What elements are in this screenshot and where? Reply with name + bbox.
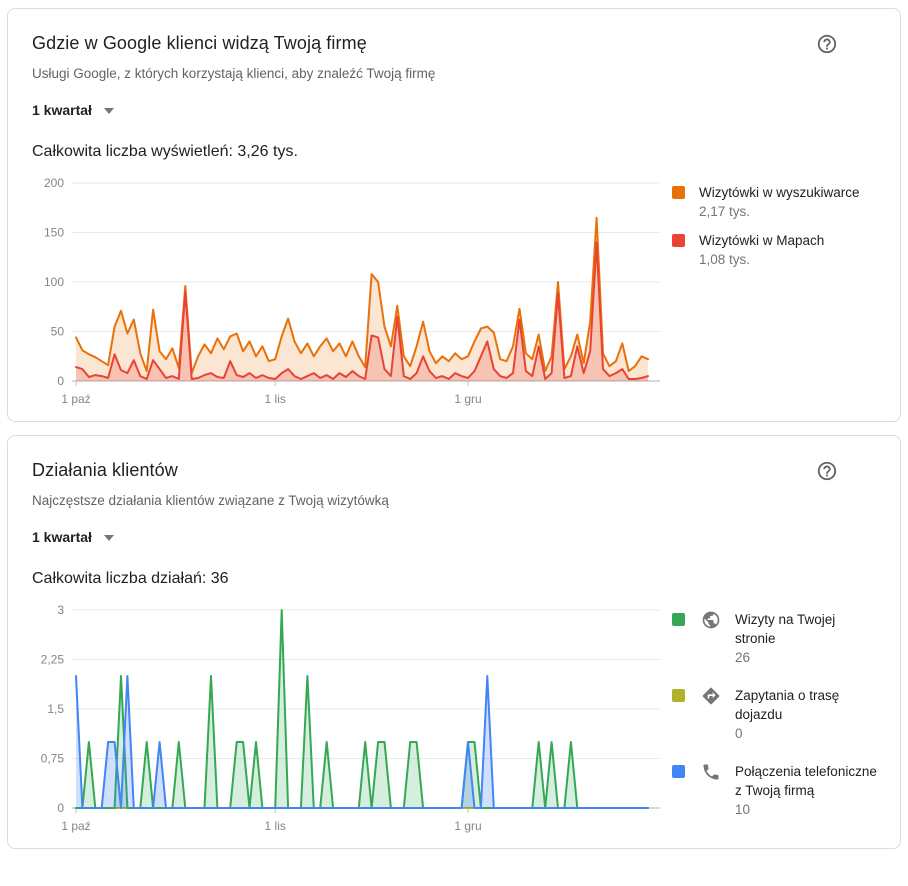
legend-item-maps: Wizytówki w Mapach 1,08 tys. xyxy=(672,231,878,269)
legend-label-website: Wizyty na Twojej stronie xyxy=(735,612,836,646)
actions-chart[interactable]: 0 0,75 1,5 2,25 3 1 paź 1 lis 1 gru xyxy=(32,596,672,838)
impressions-chart-row: 0 50 100 150 200 1 paź 1 lis 1 gru Wizytówki w … xyxy=(32,169,876,411)
total-impressions-label: Całkowita liczba wyświetleń: 3,26 tys. xyxy=(32,143,298,160)
svg-text:1,5: 1,5 xyxy=(47,702,64,716)
impressions-chart[interactable]: 0 50 100 150 200 1 paź 1 lis 1 gru xyxy=(32,169,672,411)
svg-text:3: 3 xyxy=(57,603,64,617)
legend-label-directions: Zapytania o trasę dojazdu xyxy=(735,688,840,722)
svg-text:1 paź: 1 paź xyxy=(61,392,90,406)
legend-value-directions: 0 xyxy=(735,726,743,741)
globe-icon xyxy=(701,610,721,630)
svg-text:0: 0 xyxy=(57,374,64,388)
card-where-customers-see: Gdzie w Google klienci widzą Twoją firmę… xyxy=(7,8,901,422)
actions-legend: Wizyty na Twojej stronie 26 Zapytania o … xyxy=(672,610,878,838)
card-subtitle: Najczęstsze działania klientów związane … xyxy=(32,493,389,508)
svg-text:2,25: 2,25 xyxy=(41,653,65,667)
legend-swatch-directions xyxy=(672,689,685,702)
card-title-actions: Działania klientów xyxy=(32,460,178,480)
legend-item-calls: Połączenia telefoniczne z Twoją firmą 10 xyxy=(672,762,878,819)
impressions-legend: Wizytówki w wyszukiwarce 2,17 tys. Wizyt… xyxy=(672,183,878,411)
total-actions-label: Całkowita liczba działań: 36 xyxy=(32,570,229,587)
legend-label-calls: Połączenia telefoniczne z Twoją firmą xyxy=(735,764,877,798)
legend-label-maps: Wizytówki w Mapach xyxy=(699,233,825,248)
svg-text:0,75: 0,75 xyxy=(41,752,65,766)
period-dropdown[interactable]: 1 kwartał xyxy=(32,102,114,118)
legend-item-directions: Zapytania o trasę dojazdu 0 xyxy=(672,686,878,743)
legend-item-website-visits: Wizyty na Twojej stronie 26 xyxy=(672,610,878,667)
chevron-down-icon xyxy=(103,108,114,114)
svg-text:100: 100 xyxy=(44,275,64,289)
card-customer-actions: Działania klientów Najczęstsze działania… xyxy=(7,435,901,849)
legend-label-search: Wizytówki w wyszukiwarce xyxy=(699,185,860,200)
svg-text:1 lis: 1 lis xyxy=(265,392,286,406)
legend-value-calls: 10 xyxy=(735,802,751,817)
card-subtitle: Usługi Google, z których korzystają klie… xyxy=(32,66,436,81)
insights-page: Gdzie w Google klienci widzą Twoją firmę… xyxy=(7,8,901,849)
legend-swatch-maps xyxy=(672,234,685,247)
legend-swatch-calls xyxy=(672,765,685,778)
directions-icon xyxy=(701,686,721,706)
svg-text:1 lis: 1 lis xyxy=(265,819,286,833)
legend-value-search: 2,17 tys. xyxy=(699,204,751,219)
phone-icon xyxy=(701,762,721,782)
period-dropdown-value: 1 kwartał xyxy=(32,529,92,545)
card-header: Gdzie w Google klienci widzą Twoją firmę xyxy=(32,33,876,55)
card-header: Działania klientów xyxy=(32,460,876,482)
page-title: Gdzie w Google klienci widzą Twoją firmę xyxy=(32,33,367,53)
legend-item-search: Wizytówki w wyszukiwarce 2,17 tys. xyxy=(672,183,878,221)
actions-chart-row: 0 0,75 1,5 2,25 3 1 paź 1 lis 1 gru Wizyty na T… xyxy=(32,596,878,838)
svg-text:150: 150 xyxy=(44,226,64,240)
help-icon[interactable] xyxy=(816,33,838,55)
chevron-down-icon xyxy=(103,535,114,541)
svg-text:0: 0 xyxy=(57,801,64,815)
period-dropdown-value: 1 kwartał xyxy=(32,102,92,118)
svg-text:200: 200 xyxy=(44,176,64,190)
svg-text:50: 50 xyxy=(51,325,65,339)
legend-value-maps: 1,08 tys. xyxy=(699,252,751,267)
help-icon[interactable] xyxy=(816,460,838,482)
period-dropdown[interactable]: 1 kwartał xyxy=(32,529,114,545)
svg-text:1 paź: 1 paź xyxy=(61,819,90,833)
svg-text:1 gru: 1 gru xyxy=(454,392,481,406)
legend-swatch-search xyxy=(672,186,685,199)
svg-text:1 gru: 1 gru xyxy=(454,819,481,833)
legend-value-website: 26 xyxy=(735,650,751,665)
legend-swatch-website xyxy=(672,613,685,626)
